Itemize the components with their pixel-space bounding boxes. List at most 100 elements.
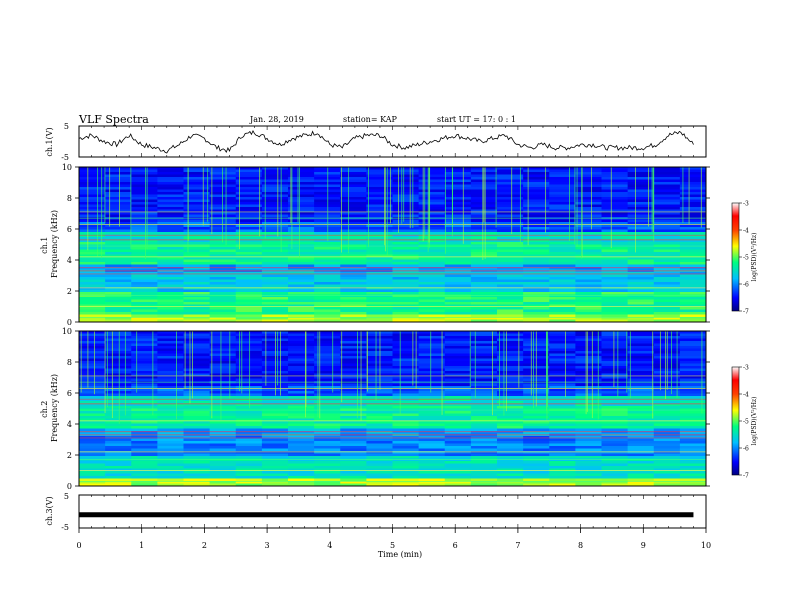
spectrogram-cell	[131, 423, 158, 427]
spectrogram-cell	[314, 277, 341, 280]
spectrogram-cell	[288, 453, 315, 457]
spectrogram-cell	[235, 282, 263, 285]
spectrogram-cell	[601, 272, 629, 275]
spectrogram-cell	[209, 368, 237, 372]
spectrogram-cell	[235, 421, 263, 424]
spectrogram-cell	[235, 426, 263, 429]
spectrogram-cell	[575, 282, 602, 285]
spectrogram-cell	[183, 302, 211, 305]
spectrogram-cell	[288, 386, 315, 389]
spectrogram-cell	[575, 252, 602, 255]
spectrogram-cell	[392, 428, 420, 432]
spectrogram-cell	[418, 284, 446, 288]
spectrogram-cell	[314, 287, 341, 290]
ch3-waveform-frame	[78, 494, 707, 529]
spectrogram-cell	[444, 453, 472, 457]
spectrogram-cell	[288, 421, 315, 424]
spectrogram-cell	[627, 264, 655, 268]
spectrogram-cell	[601, 448, 629, 452]
spectrogram-cell	[444, 388, 472, 392]
spectrogram-cell	[575, 219, 602, 223]
spectrogram-cell	[653, 177, 681, 180]
spectrogram-cell	[157, 297, 184, 300]
spectrogram-cell	[444, 426, 472, 429]
spectrogram-cell	[288, 471, 315, 474]
spectrogram-cell	[79, 317, 106, 320]
spectrogram-cell	[288, 468, 315, 472]
spectrogram-cell	[601, 368, 629, 372]
spectrogram-cell	[157, 401, 184, 404]
spectrogram-cell	[105, 299, 132, 303]
spectrogram-cell	[183, 468, 211, 472]
spectrogram-cell	[366, 307, 393, 310]
spectrogram-cell	[497, 189, 524, 193]
spectrogram-cell	[523, 179, 550, 183]
spectrogram-cell	[627, 346, 655, 349]
spectrogram-cell	[79, 468, 106, 472]
spectrogram-cell	[627, 274, 655, 278]
spectrogram-cell	[105, 307, 132, 310]
spectrogram-cell	[497, 341, 524, 344]
spectrogram-cell	[523, 209, 550, 213]
spectrogram-cell	[314, 302, 341, 305]
spectrogram-cell	[392, 481, 420, 484]
spectrogram-cell	[497, 416, 524, 419]
spectrogram-cell	[314, 398, 341, 402]
spectrogram-cell	[523, 309, 550, 313]
spectrogram-cell	[470, 431, 498, 434]
spectrogram-cell	[366, 232, 393, 235]
spectrogram-cell	[105, 229, 132, 233]
spectrogram-cell	[79, 438, 106, 442]
spectrogram-cell	[549, 232, 576, 235]
spectrogram-cell	[418, 423, 446, 427]
spectrogram-cell	[549, 343, 576, 347]
spectrogram-cell	[418, 351, 446, 354]
spectrogram-cell	[653, 187, 681, 190]
spectrogram-cell	[105, 184, 132, 188]
spectrogram-cell	[627, 338, 655, 342]
spectrogram-cell	[627, 204, 655, 208]
spectrogram-cell	[601, 483, 629, 487]
spectrogram-cell	[523, 177, 550, 180]
spectrogram-cell	[444, 438, 472, 442]
spectrogram-cell	[549, 262, 576, 265]
spectrogram-cell	[679, 456, 707, 459]
spectrogram-cell	[183, 249, 211, 253]
spectrogram-cell	[288, 289, 315, 293]
spectrogram-cell	[235, 338, 263, 342]
spectrogram-cell	[340, 309, 367, 313]
spectrogram-cell	[653, 393, 681, 397]
spectrogram-cell	[314, 456, 341, 459]
spectrogram-cell	[288, 169, 315, 173]
spectrogram-cell	[131, 277, 158, 280]
spectrogram-cell	[497, 279, 524, 283]
spectrogram-cell	[105, 232, 132, 235]
spectrogram-cell	[261, 197, 289, 200]
spectrogram-cell	[575, 239, 602, 243]
spectrogram-cell	[575, 411, 602, 414]
spectrogram-cell	[157, 476, 184, 479]
spectrogram-cell	[261, 363, 289, 367]
spectrogram-cell	[497, 262, 524, 265]
spectrogram-cell	[523, 257, 550, 260]
spectrogram-cell	[288, 413, 315, 417]
spectrogram-cell	[444, 192, 472, 195]
spectrogram-cell	[523, 184, 550, 188]
spectrogram-cell	[601, 284, 629, 288]
spectrogram-cell	[470, 453, 498, 457]
spectrogram-cell	[679, 388, 707, 392]
spectrogram-cell	[627, 431, 655, 434]
spectrogram-cell	[314, 391, 341, 394]
spectrogram-cell	[549, 411, 576, 414]
spectrogram-cell	[366, 272, 393, 275]
spectrogram-cell	[157, 361, 184, 364]
spectrogram-cell	[183, 264, 211, 268]
spectrogram-cell	[497, 312, 524, 315]
spectrogram-cell	[105, 177, 132, 180]
spectrogram-cell	[679, 483, 707, 487]
spectrogram-cell	[418, 292, 446, 295]
spectrogram-cell	[157, 189, 184, 193]
spectrogram-cell	[261, 426, 289, 429]
spectrogram-cell	[679, 232, 707, 235]
spectrogram-cell	[79, 302, 106, 305]
